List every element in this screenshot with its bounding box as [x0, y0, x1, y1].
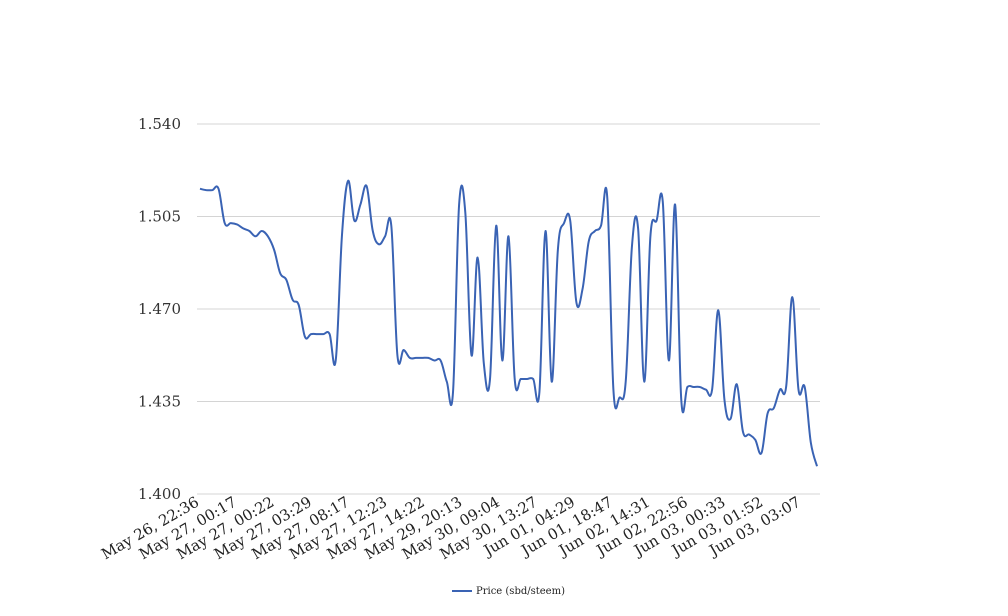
y-tick-label: 1.435 [138, 393, 181, 411]
series-line-price [199, 179, 818, 467]
y-tick-label: 1.400 [138, 485, 181, 503]
plot-area [199, 179, 818, 467]
y-tick-label: 1.540 [138, 115, 181, 133]
y-tick-label: 1.505 [138, 208, 181, 226]
y-axis: 1.400 1.435 1.470 1.505 1.540 [138, 115, 181, 503]
legend-label: Price (sbd/steem) [476, 586, 565, 597]
gridlines [197, 123, 820, 495]
y-tick-label: 1.470 [138, 300, 181, 318]
legend: Price (sbd/steem) [452, 586, 565, 597]
